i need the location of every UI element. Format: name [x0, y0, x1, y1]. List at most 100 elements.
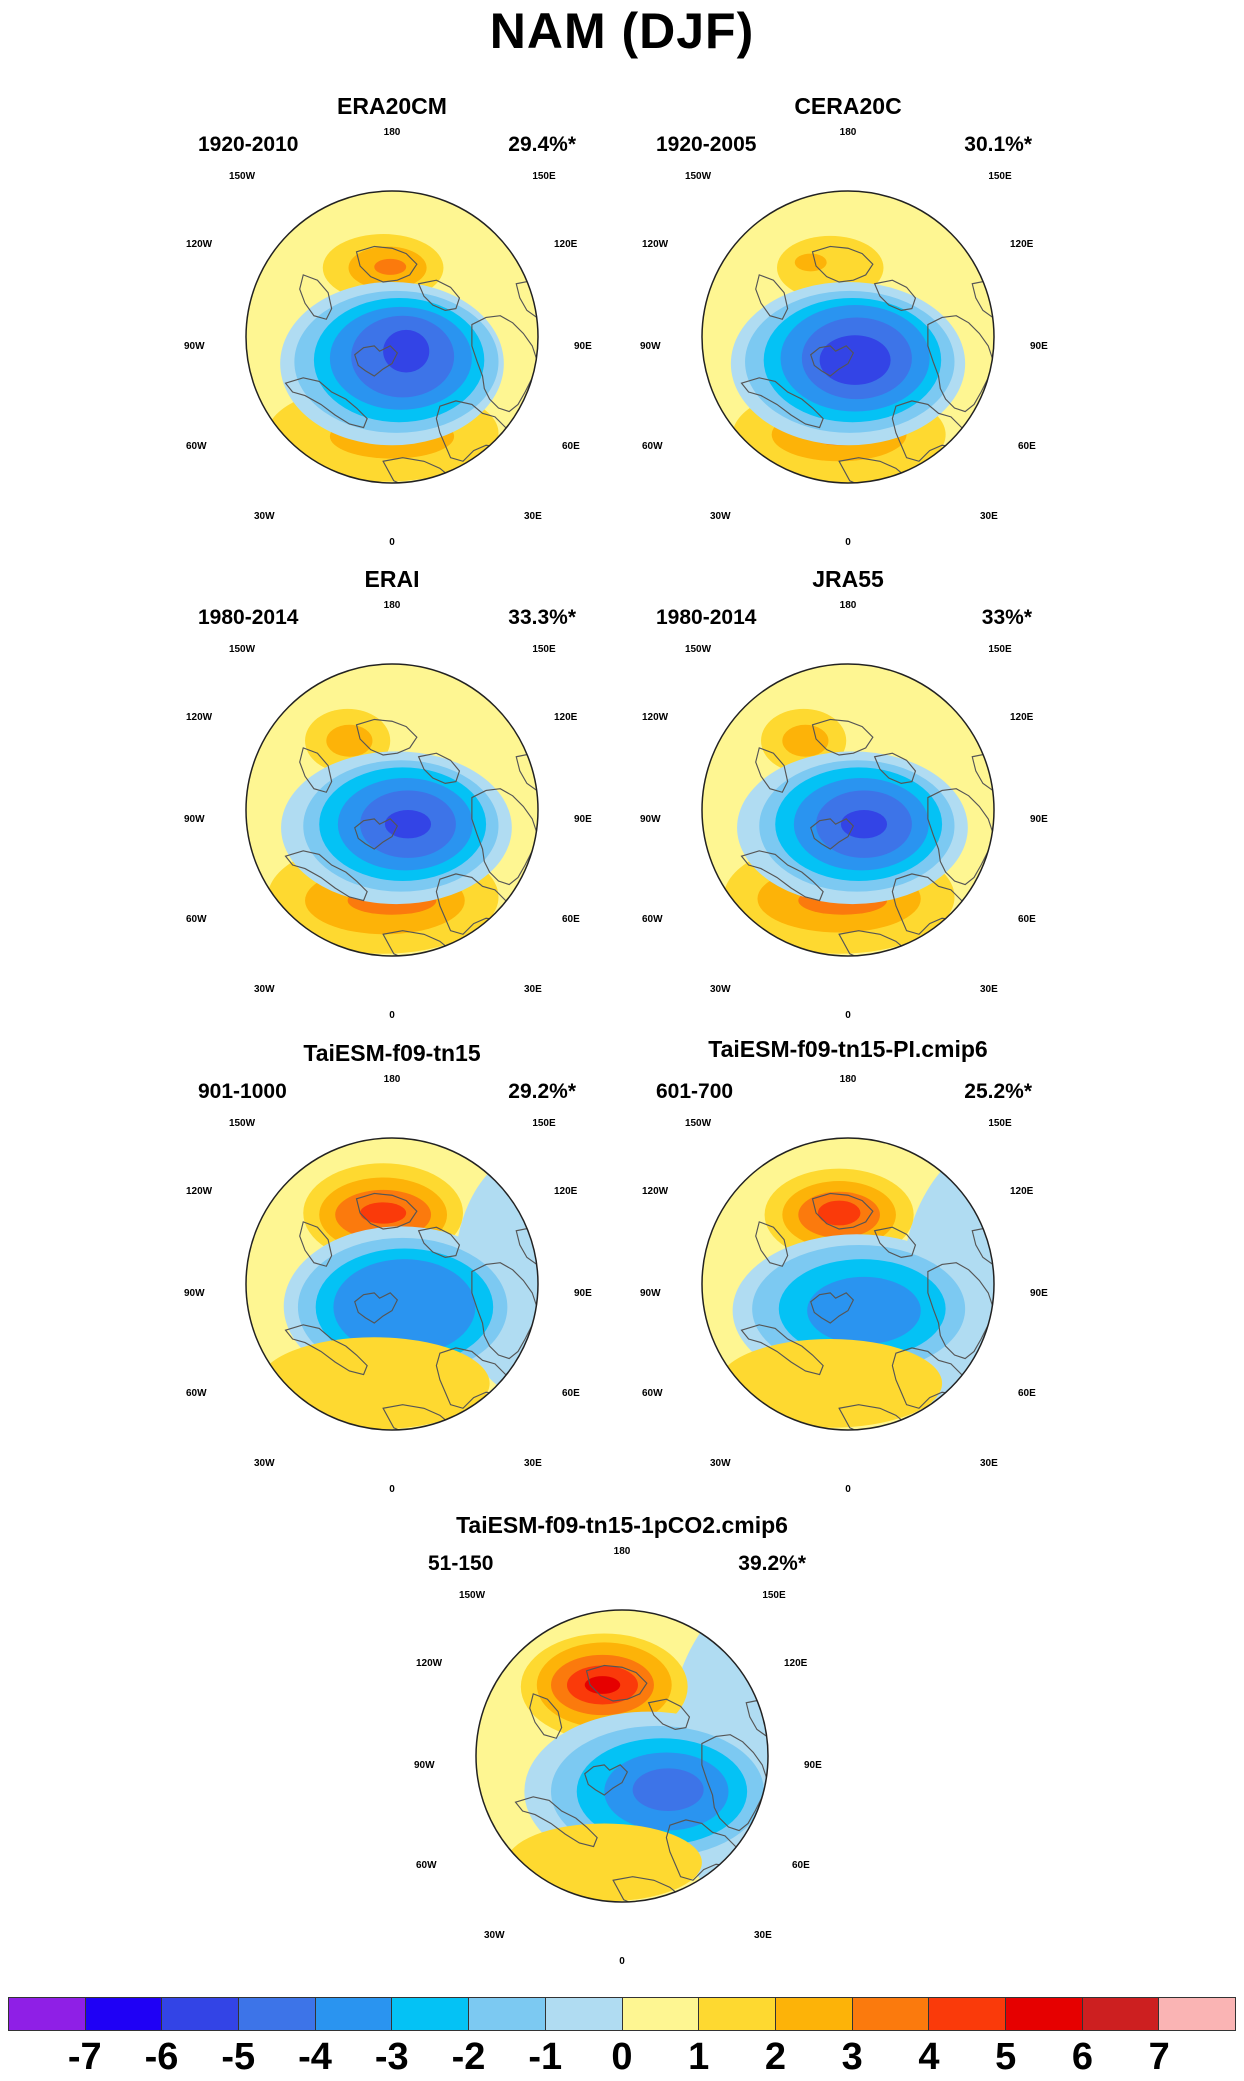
longitude-label: 30W — [484, 1930, 505, 1941]
longitude-label: 90W — [184, 1288, 205, 1299]
map-border — [245, 190, 539, 484]
contour-region — [782, 724, 829, 757]
longitude-label: 150E — [532, 1118, 556, 1129]
panel-title: ERA20CM — [337, 93, 447, 119]
longitude-label: 30W — [710, 1458, 731, 1469]
panel-variance: 25.2%* — [964, 1080, 1032, 1103]
colorbar-swatch — [775, 1997, 853, 2031]
longitude-label: 150W — [459, 1590, 486, 1601]
coastline — [810, 345, 855, 377]
coastline — [354, 818, 399, 850]
coastline — [529, 1693, 563, 1739]
longitude-label: 30E — [524, 1458, 542, 1469]
coastline — [354, 1292, 399, 1324]
coastline — [873, 752, 917, 784]
longitude-label: 180 — [840, 1074, 857, 1085]
coastline — [299, 1221, 333, 1267]
contour-region — [383, 329, 430, 373]
longitude-label: 30E — [524, 511, 542, 522]
panel-years: 1980-2014 — [198, 606, 299, 629]
polar-map: 180 0 150W 150E 120W 120E 90W 90E 60W 60E 30W 30E — [184, 600, 592, 1020]
longitude-label: 150W — [229, 644, 256, 655]
longitude-label: 120E — [554, 1186, 578, 1197]
coastline — [471, 315, 538, 413]
longitude-label: 120W — [642, 239, 669, 250]
colorbar-tick-label: -5 — [221, 2036, 256, 2078]
longitude-label: 60E — [562, 441, 580, 452]
longitude-label: 90E — [1030, 814, 1048, 825]
longitude-label: 30W — [254, 1458, 275, 1469]
panel-years: 601-700 — [656, 1080, 734, 1103]
colorbar-swatch — [85, 1997, 163, 2031]
longitude-label: 150W — [229, 1118, 256, 1129]
longitude-label: 90E — [574, 814, 592, 825]
longitude-label: 150E — [532, 171, 556, 182]
colorbar-tick-label: 3 — [841, 2036, 863, 2078]
map-border — [701, 1137, 995, 1431]
map-border — [701, 190, 995, 484]
longitude-label: 0 — [389, 1010, 395, 1020]
longitude-label: 120W — [186, 712, 213, 723]
coastline — [927, 315, 994, 413]
longitude-label: 60W — [642, 914, 663, 925]
coastline — [471, 788, 538, 886]
coastline — [284, 377, 368, 429]
coastline — [284, 850, 368, 902]
longitude-label: 150W — [685, 171, 712, 182]
colorbar-tick-label: 7 — [1148, 2036, 1170, 2078]
longitude-label: 120W — [642, 1186, 669, 1197]
longitude-label: 120W — [186, 1186, 213, 1197]
coastline — [810, 1292, 855, 1324]
contour-region — [901, 1142, 994, 1430]
polar-map: 180 0 150W 150E 120W 120E 90W 90E 60W 60E 30W 30E — [184, 1074, 592, 1494]
map-panel-taiesm-pi: TaiESM-f09-tn15-PI.cmip6 601-700 25.2%* … — [638, 1036, 1058, 1496]
contour-region — [333, 1259, 476, 1355]
contour-region — [632, 1768, 704, 1812]
map-field — [702, 191, 994, 483]
colorbar-swatch — [929, 1997, 1006, 2031]
coastline — [811, 718, 874, 756]
colorbar-swatch — [1159, 1997, 1236, 2031]
longitude-label: 90E — [1030, 1288, 1048, 1299]
longitude-label: 30W — [254, 984, 275, 995]
coastline — [515, 1226, 538, 1267]
longitude-label: 180 — [614, 1546, 631, 1557]
polar-map: 180 0 150W 150E 120W 120E 90W 90E 60W 60E 30W 30E — [640, 600, 1048, 1020]
longitude-label: 60W — [416, 1860, 437, 1871]
coastline — [355, 718, 418, 756]
panel-title: TaiESM-f09-tn15-1pCO2.cmip6 — [456, 1512, 788, 1538]
colorbar-swatch — [699, 1997, 776, 2031]
colorbar-swatch — [392, 1997, 470, 2031]
coastline — [355, 245, 418, 283]
coastline — [873, 279, 917, 311]
coastline — [515, 279, 538, 320]
panel-years: 1920-2010 — [198, 133, 299, 156]
map-field — [246, 1138, 538, 1430]
coastline — [755, 747, 789, 793]
coastline — [284, 1324, 368, 1376]
colorbar-swatch — [315, 1997, 393, 2031]
contour-region — [807, 1276, 921, 1345]
longitude-label: 60W — [186, 914, 207, 925]
longitude-label: 30E — [980, 1458, 998, 1469]
longitude-label: 30E — [980, 511, 998, 522]
polar-map: 180 0 150W 150E 120W 120E 90W 90E 60W 60E 30W 30E — [640, 1074, 1048, 1494]
longitude-label: 60W — [186, 1388, 207, 1399]
panel-variance: 33%* — [981, 606, 1032, 629]
longitude-label: 180 — [384, 127, 401, 138]
contour-region — [819, 335, 891, 385]
longitude-label: 60W — [642, 1388, 663, 1399]
coastline — [701, 1734, 768, 1832]
map-panel-taiesm: TaiESM-f09-tn15 901-1000 29.2%* 180 0 150W… — [182, 1040, 602, 1500]
colorbar-swatch — [239, 1997, 316, 2031]
longitude-label: 120E — [554, 239, 578, 250]
colorbar-tick-label: -1 — [528, 2036, 563, 2078]
coastline — [927, 788, 994, 886]
panel-title: ERAI — [364, 566, 420, 592]
contour-region — [840, 810, 888, 839]
longitude-label: 90E — [574, 341, 592, 352]
coastline — [811, 1192, 874, 1230]
panel-title: CERA20C — [794, 93, 902, 119]
polar-map: 180 0 150W 150E 120W 120E 90W 90E 60W 60E 30W 30E — [414, 1546, 822, 1966]
map-panel-jra55: JRA55 1980-2014 33%* 180 0 150W 150E 120W 120… — [638, 566, 1058, 1026]
